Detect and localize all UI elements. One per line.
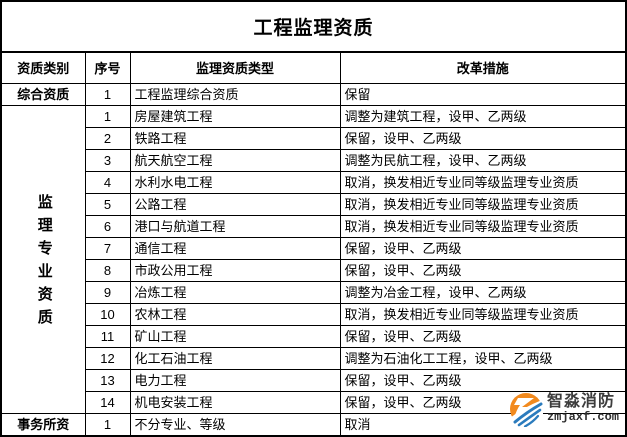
category-cell-comprehensive: 综合资质 bbox=[2, 83, 86, 106]
serial-cell: 2 bbox=[85, 127, 131, 150]
header-serial: 序号 bbox=[84, 52, 131, 84]
measure-cell: 取消，换发相近专业同等级监理专业资质 bbox=[339, 215, 625, 238]
type-cell: 航天航空工程 bbox=[129, 149, 341, 172]
category-cell-firm: 事务所资 bbox=[2, 413, 86, 435]
measure-cell: 调整为民航工程，设甲、乙两级 bbox=[339, 149, 625, 172]
table-row: 9 冶炼工程 调整为冶金工程，设甲、乙两级 bbox=[2, 281, 625, 304]
serial-cell: 3 bbox=[85, 149, 131, 172]
table-row: 4 水利水电工程 取消，换发相近专业同等级监理专业资质 bbox=[2, 171, 625, 194]
measure-cell: 保留 bbox=[339, 83, 625, 106]
type-cell: 农林工程 bbox=[129, 303, 341, 326]
type-cell: 房屋建筑工程 bbox=[129, 105, 341, 128]
measure-cell: 取消，换发相近专业同等级监理专业资质 bbox=[339, 171, 625, 194]
table-row: 事务所资 1 不分专业、等级 取消 bbox=[2, 413, 625, 435]
watermark: 智淼消防 zmjaxf.com bbox=[508, 391, 619, 427]
header-type: 监理资质类型 bbox=[129, 52, 341, 84]
type-cell: 铁路工程 bbox=[129, 127, 341, 150]
serial-cell: 1 bbox=[84, 413, 131, 435]
serial-cell: 6 bbox=[85, 215, 131, 238]
table-row: 6 港口与航道工程 取消，换发相近专业同等级监理专业资质 bbox=[2, 215, 625, 238]
measure-cell: 保留，设甲、乙两级 bbox=[339, 127, 625, 150]
serial-cell: 10 bbox=[85, 303, 131, 326]
qualification-table: 资质类别 序号 监理资质类型 改革措施 综合资质 1 工程监理综合资质 保留 监… bbox=[2, 52, 625, 435]
table-row: 13 电力工程 保留，设甲、乙两级 bbox=[2, 369, 625, 392]
type-cell: 通信工程 bbox=[129, 237, 341, 260]
measure-cell: 调整为建筑工程，设甲、乙两级 bbox=[339, 105, 625, 128]
type-cell: 不分专业、等级 bbox=[129, 413, 341, 435]
table-row: 5 公路工程 取消，换发相近专业同等级监理专业资质 bbox=[2, 193, 625, 216]
table-row: 8 市政公用工程 保留，设甲、乙两级 bbox=[2, 259, 625, 282]
measure-cell: 保留，设甲、乙两级 bbox=[339, 369, 625, 392]
measure-cell: 保留，设甲、乙两级 bbox=[339, 237, 625, 260]
measure-cell: 取消，换发相近专业同等级监理专业资质 bbox=[339, 303, 625, 326]
watermark-text: 智淼消防 zmjaxf.com bbox=[546, 393, 619, 425]
table-header-row: 资质类别 序号 监理资质类型 改革措施 bbox=[2, 52, 625, 84]
serial-cell: 9 bbox=[85, 281, 131, 304]
type-cell: 港口与航道工程 bbox=[129, 215, 341, 238]
type-cell: 矿山工程 bbox=[129, 325, 341, 348]
measure-cell: 保留，设甲、乙两级 bbox=[339, 259, 625, 282]
table-row: 7 通信工程 保留，设甲、乙两级 bbox=[2, 237, 625, 260]
measure-cell: 调整为石油化工工程，设甲、乙两级 bbox=[339, 347, 625, 370]
measure-cell: 取消 bbox=[339, 413, 625, 435]
watermark-domain: zmjaxf.com bbox=[546, 410, 619, 425]
type-cell: 冶炼工程 bbox=[129, 281, 341, 304]
table-row: 12 化工石油工程 调整为石油化工工程，设甲、乙两级 bbox=[2, 347, 625, 370]
header-measure: 改革措施 bbox=[339, 52, 625, 84]
measure-cell: 保留，设甲、乙两级 bbox=[339, 391, 625, 414]
category-cell-specialty: 监理专业资质 bbox=[2, 105, 86, 414]
zhimiao-fire-logo-icon bbox=[509, 393, 544, 427]
serial-cell: 4 bbox=[85, 171, 131, 194]
serial-cell: 5 bbox=[85, 193, 131, 216]
table-row: 11 矿山工程 保留，设甲、乙两级 bbox=[2, 325, 625, 348]
measure-cell: 取消，换发相近专业同等级监理专业资质 bbox=[339, 193, 625, 216]
watermark-brand: 智淼消防 bbox=[546, 393, 615, 411]
serial-cell: 13 bbox=[85, 369, 131, 392]
type-cell: 工程监理综合资质 bbox=[129, 83, 341, 106]
type-cell: 化工石油工程 bbox=[129, 347, 341, 370]
serial-cell: 1 bbox=[84, 83, 131, 106]
measure-cell: 调整为冶金工程，设甲、乙两级 bbox=[339, 281, 625, 304]
type-cell: 水利水电工程 bbox=[129, 171, 341, 194]
serial-cell: 1 bbox=[84, 105, 131, 128]
table-row: 综合资质 1 工程监理综合资质 保留 bbox=[2, 83, 625, 106]
serial-cell: 14 bbox=[85, 391, 131, 414]
table-row: 3 航天航空工程 调整为民航工程，设甲、乙两级 bbox=[2, 149, 625, 172]
type-cell: 市政公用工程 bbox=[129, 259, 341, 282]
table-row: 监理专业资质 1 房屋建筑工程 调整为建筑工程，设甲、乙两级 bbox=[2, 105, 625, 414]
table-row: 2 铁路工程 保留，设甲、乙两级 bbox=[2, 127, 625, 150]
type-cell: 公路工程 bbox=[129, 193, 341, 216]
category-vertical-label: 监理专业资质 bbox=[37, 193, 53, 326]
serial-cell: 11 bbox=[85, 325, 131, 348]
serial-cell: 12 bbox=[85, 347, 131, 370]
measure-cell: 保留，设甲、乙两级 bbox=[339, 325, 625, 348]
header-category: 资质类别 bbox=[2, 52, 86, 84]
type-cell: 机电安装工程 bbox=[129, 391, 341, 414]
type-cell: 电力工程 bbox=[129, 369, 341, 392]
serial-cell: 7 bbox=[85, 237, 131, 260]
serial-cell: 8 bbox=[85, 259, 131, 282]
page-title: 工程监理资质 bbox=[2, 2, 625, 52]
table-row: 10 农林工程 取消，换发相近专业同等级监理专业资质 bbox=[2, 303, 625, 326]
